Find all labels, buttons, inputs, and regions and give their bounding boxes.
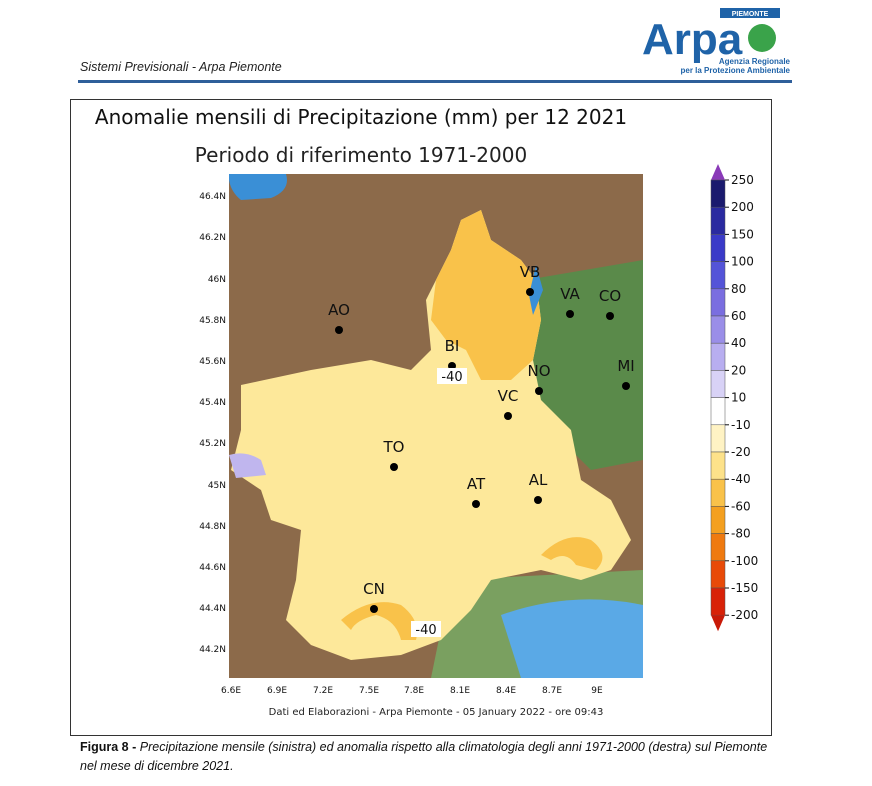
logo-wordmark: Arpa [642, 15, 743, 64]
city-label: AT [467, 475, 486, 493]
contour-label: -40 [441, 370, 462, 385]
map-area: 46.4N 46.2N 46N 45.8N 45.6N 45.4N 45.2N … [199, 174, 643, 696]
colorbar-swatch [710, 261, 726, 290]
colorbar-swatch [710, 560, 726, 589]
city-label: VB [520, 263, 541, 281]
logo-line2: per la Protezione Ambientale [680, 66, 790, 75]
colorbar-swatch [710, 234, 726, 262]
colorbar-bottom-arrow [711, 615, 725, 632]
colorbar-label: 80 [731, 282, 746, 296]
figure-subtitle: Periodo di riferimento 1971-2000 [195, 143, 527, 167]
lon-tick: 8.1E [450, 686, 470, 696]
colorbar-swatch [710, 451, 726, 480]
lat-tick: 45.2N [199, 439, 226, 449]
figure-caption: Figura 8 - Precipitazione mensile (sinis… [80, 738, 780, 776]
lon-tick: 6.9E [267, 686, 287, 696]
colorbar-label: -10 [731, 418, 751, 432]
lat-tick: 45.4N [199, 398, 226, 408]
city-label: MI [617, 357, 634, 375]
colorbar-label: 20 [731, 363, 746, 377]
city-label: VC [498, 387, 519, 405]
lon-tick: 6.6E [221, 686, 241, 696]
colorbar-label: 100 [731, 255, 754, 269]
caption-label: Figura 8 - [80, 740, 137, 754]
colorbar-label: 200 [731, 200, 754, 214]
header-rule [78, 80, 792, 83]
colorbar-swatch [710, 587, 726, 616]
city-label: VA [560, 285, 580, 303]
caption-text: Precipitazione mensile (sinistra) ed ano… [80, 740, 768, 773]
colorbar-swatch [710, 424, 726, 453]
lat-tick: 44.8N [199, 522, 226, 532]
city-label: CO [599, 287, 621, 305]
colorbar-label: 150 [731, 227, 754, 241]
logo-line1: Agenzia Regionale [719, 57, 791, 66]
colorbar-label: -20 [731, 445, 751, 459]
city-label: BI [445, 337, 460, 355]
colorbar-label: -60 [731, 499, 751, 513]
lon-tick: 7.2E [313, 686, 333, 696]
colorbar-label: 40 [731, 336, 746, 350]
colorbar-label: -80 [731, 527, 751, 541]
colorbar-label: 10 [731, 391, 746, 405]
colorbar-swatch [710, 179, 726, 208]
lon-tick: 8.4E [496, 686, 516, 696]
figure-title: Anomalie mensili di Precipitazione (mm) … [95, 105, 627, 129]
colorbar-swatch [710, 506, 726, 534]
figure-footer: Dati ed Elaborazioni - Arpa Piemonte - 0… [269, 707, 604, 718]
lon-ticks: 6.6E 6.9E 7.2E 7.5E 7.8E 8.1E 8.4E 8.7E … [221, 686, 603, 696]
header-title: Sistemi Previsionali - Arpa Piemonte [80, 60, 282, 74]
city-label: TO [383, 438, 405, 456]
map-svg: Anomalie mensili di Precipitazione (mm) … [95, 105, 758, 718]
lat-ticks: 46.4N 46.2N 46N 45.8N 45.6N 45.4N 45.2N … [199, 192, 226, 655]
colorbar: 250 200 150 100 80 60 40 20 10 -10 -20 -40 -60 -80 -10… [710, 164, 758, 632]
contour-label: -40 [415, 623, 436, 638]
city-label: AL [529, 471, 548, 489]
lat-tick: 45.6N [199, 357, 226, 367]
colorbar-label: -150 [731, 581, 758, 595]
lat-tick: 46.4N [199, 192, 226, 202]
arpa-logo: PIEMONTE Arpa Agenzia Regionale per la P… [642, 8, 791, 75]
anomaly-figure: Anomalie mensili di Precipitazione (mm) … [70, 99, 772, 736]
city-label: NO [527, 362, 550, 380]
lat-tick: 44.6N [199, 563, 226, 573]
colorbar-label: -100 [731, 554, 758, 568]
colorbar-swatch [710, 315, 726, 344]
colorbar-swatch [710, 533, 726, 562]
colorbar-label: 250 [731, 173, 754, 187]
city-label: AO [328, 301, 350, 319]
colorbar-label: 60 [731, 309, 746, 323]
lat-tick: 45.8N [199, 316, 226, 326]
lat-tick: 46.2N [199, 233, 226, 243]
lat-tick: 44.4N [199, 604, 226, 614]
colorbar-swatch [710, 342, 726, 371]
lat-tick: 45N [208, 481, 226, 491]
lat-tick: 44.2N [199, 645, 226, 655]
logo-top-label: PIEMONTE [732, 11, 769, 18]
colorbar-label: -200 [731, 608, 758, 622]
lon-tick: 7.5E [359, 686, 379, 696]
colorbar-swatch [710, 288, 726, 317]
city-label: CN [363, 580, 385, 598]
colorbar-swatch [710, 397, 726, 426]
lon-tick: 9E [591, 686, 603, 696]
colorbar-top-arrow [711, 164, 725, 180]
colorbar-label: -40 [731, 472, 751, 486]
lon-tick: 8.7E [542, 686, 562, 696]
colorbar-swatch [710, 478, 726, 507]
lon-tick: 7.8E [404, 686, 424, 696]
lat-tick: 46N [208, 275, 226, 285]
colorbar-swatch [710, 370, 726, 398]
colorbar-swatch [710, 206, 726, 235]
